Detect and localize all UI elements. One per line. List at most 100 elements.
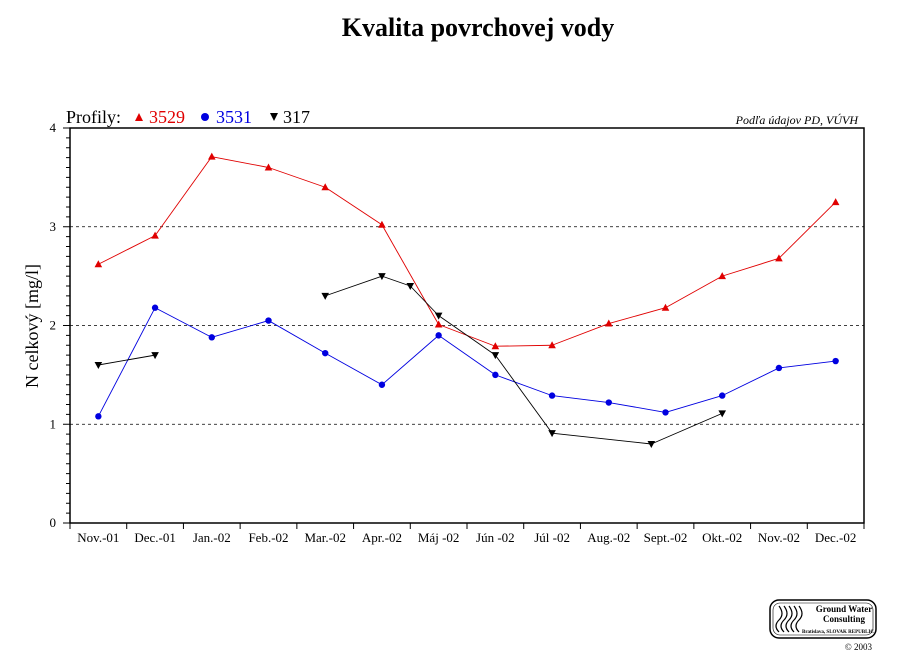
y-tick-label: 1	[50, 416, 57, 431]
logo-frame	[769, 599, 877, 639]
series-317-point	[434, 312, 443, 320]
series-3531-point	[151, 304, 159, 311]
series-3531-segment	[495, 374, 553, 397]
series-317-segment	[494, 354, 553, 434]
series-3529-segment	[722, 257, 780, 277]
series-3529-point	[94, 260, 103, 268]
series-317-point	[406, 283, 415, 290]
series-3529-segment	[381, 224, 440, 325]
series-3529-segment	[154, 156, 213, 236]
logo-line2: Consulting	[823, 614, 866, 624]
series-3529-point	[548, 341, 556, 349]
series-317-point	[378, 273, 386, 281]
series-3529-point	[775, 254, 783, 262]
copyright: © 2003	[845, 642, 873, 652]
series-3529-segment	[778, 201, 836, 259]
series-3529-point	[661, 303, 670, 311]
x-tick-label: Nov.-01	[77, 530, 119, 545]
series-317-segment	[651, 412, 723, 445]
legend-triangle-up-marker	[135, 113, 143, 121]
x-tick-label: Máj -02	[418, 530, 460, 545]
series-3531-point	[548, 392, 556, 399]
x-tick-label: Dec.-02	[815, 530, 857, 545]
y-tick-label: 3	[50, 219, 57, 234]
series-3531-point	[605, 399, 612, 406]
series-3529-point	[831, 198, 840, 206]
series-3531-point	[492, 371, 499, 379]
legend-prefix: Profily:	[66, 107, 121, 127]
series-3529-point	[264, 163, 273, 171]
series-3529-segment	[98, 235, 156, 265]
series-317-segment	[552, 432, 652, 445]
series-3531-segment	[665, 395, 723, 413]
series-3529-point	[378, 220, 386, 228]
series-3531-point	[208, 334, 215, 341]
series-3531-segment	[211, 320, 269, 338]
x-tick-label: Aug.-02	[587, 530, 630, 545]
legend-label-3529: 3529	[149, 107, 185, 127]
series-3531-point	[95, 413, 102, 420]
y-tick-label: 4	[50, 120, 57, 135]
series-3529-point	[434, 320, 443, 328]
series-3529-point	[491, 342, 500, 350]
x-tick-label: Apr.-02	[362, 530, 402, 545]
series-317-point	[718, 410, 727, 418]
logo-inner-frame	[772, 602, 874, 636]
series-317-segment	[98, 354, 156, 366]
series-3531-point	[322, 349, 329, 357]
source-note: Podľa údajov PD, VÚVH	[735, 113, 860, 127]
series-3531-segment	[381, 335, 439, 386]
series-3529-segment	[268, 167, 326, 188]
series-3531-segment	[552, 395, 609, 403]
x-tick-label: Feb.-02	[248, 530, 288, 545]
series-3531-segment	[722, 367, 780, 397]
series-317-point	[647, 441, 656, 448]
series-3531-segment	[154, 307, 212, 338]
series-317-point	[491, 352, 500, 360]
series-3531-point	[719, 392, 726, 399]
series-317-point	[151, 352, 159, 360]
series-3531-point	[662, 409, 669, 416]
x-tick-label: Jún -02	[476, 530, 515, 545]
company-logo: Ground Water Consulting Bratislava, SLOV…	[769, 599, 877, 639]
series-317-point	[548, 430, 556, 438]
series-3529-segment	[211, 156, 269, 168]
legend-triangle-down-marker	[270, 113, 278, 121]
series-3531-point	[265, 317, 272, 324]
series-3529-segment	[551, 323, 609, 346]
series-3531-point	[435, 332, 442, 339]
x-tick-label: Mar.-02	[304, 530, 346, 545]
series-3529-segment	[608, 307, 666, 324]
series-317-point	[94, 362, 103, 369]
series-3531-segment	[324, 352, 383, 386]
series-3531-segment	[608, 402, 666, 413]
series-317-segment	[438, 315, 496, 356]
series-3531-segment	[778, 360, 836, 369]
logo-line3: Bratislava, SLOVAK REPUBLIC	[802, 630, 874, 635]
logo-wave-icon	[775, 605, 803, 633]
series-3529-point	[604, 319, 613, 327]
series-317-point	[321, 292, 330, 300]
x-tick-label: Sept.-02	[644, 530, 688, 545]
series-3529-segment	[324, 186, 383, 226]
series-317-segment	[325, 275, 383, 297]
x-tick-label: Nov.-02	[758, 530, 800, 545]
plot-area: 0 1 2 3 4 Nov.-01 Dec.-01 Jan.-02 Feb.-02 Mar.-02…	[50, 120, 865, 545]
series-3531-segment	[97, 307, 156, 417]
series-3529-point	[207, 152, 216, 160]
series-3529-point	[151, 231, 159, 239]
logo-line1: Ground Water	[816, 604, 872, 614]
legend-circle-marker	[201, 113, 209, 121]
series-3531-segment	[268, 320, 326, 354]
series-3531-segment	[438, 335, 496, 376]
x-tick-label: Okt.-02	[702, 530, 742, 545]
series-3529-point	[718, 272, 727, 280]
series-317-segment	[409, 285, 439, 316]
series-3529-segment	[495, 344, 553, 347]
x-tick-label: Júl -02	[534, 530, 570, 545]
y-axis-label: N celkový [mg/l]	[22, 264, 42, 388]
x-tick-label: Jan.-02	[193, 530, 231, 545]
series-3531-point	[378, 381, 386, 388]
legend-label-317: 317	[283, 107, 310, 127]
series-3531-point	[775, 364, 783, 372]
